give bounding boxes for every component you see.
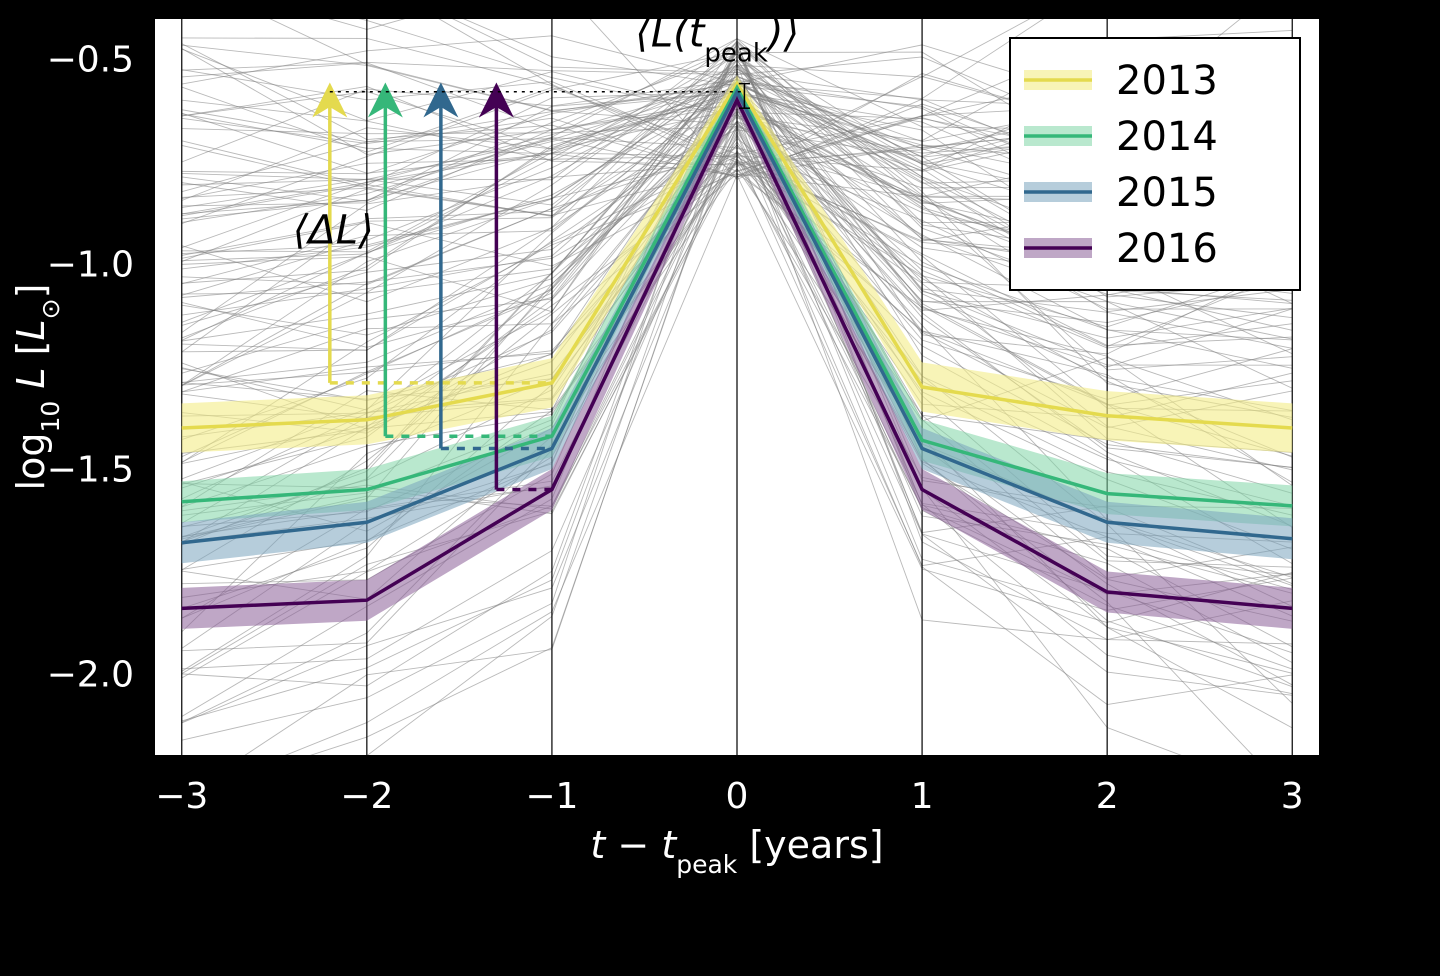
annotation-delta-L: ⟨ΔL⟩: [293, 208, 374, 254]
y-tick-label: −1.5: [47, 450, 134, 491]
y-tick-label: −0.5: [47, 40, 134, 81]
x-tick-label: 3: [1281, 776, 1304, 817]
x-tick-label: −1: [525, 776, 578, 817]
chart-svg: ⟨ΔL⟩⟨L(tpeak)⟩−3−2−10123−2.0−1.5−1.0−0.5…: [0, 0, 1440, 976]
y-tick-label: −2.0: [47, 655, 134, 696]
legend-label: 2013: [1116, 58, 1218, 104]
legend-label: 2014: [1116, 114, 1218, 160]
x-tick-label: 0: [726, 776, 749, 817]
x-tick-label: 2: [1096, 776, 1119, 817]
x-tick-label: 1: [911, 776, 934, 817]
x-tick-label: −3: [155, 776, 208, 817]
legend-label: 2016: [1116, 226, 1218, 272]
legend-label: 2015: [1116, 170, 1218, 216]
legend: 2013 2014 2015 2016: [1010, 38, 1300, 290]
y-tick-label: −1.0: [47, 245, 134, 286]
x-tick-label: −2: [340, 776, 393, 817]
